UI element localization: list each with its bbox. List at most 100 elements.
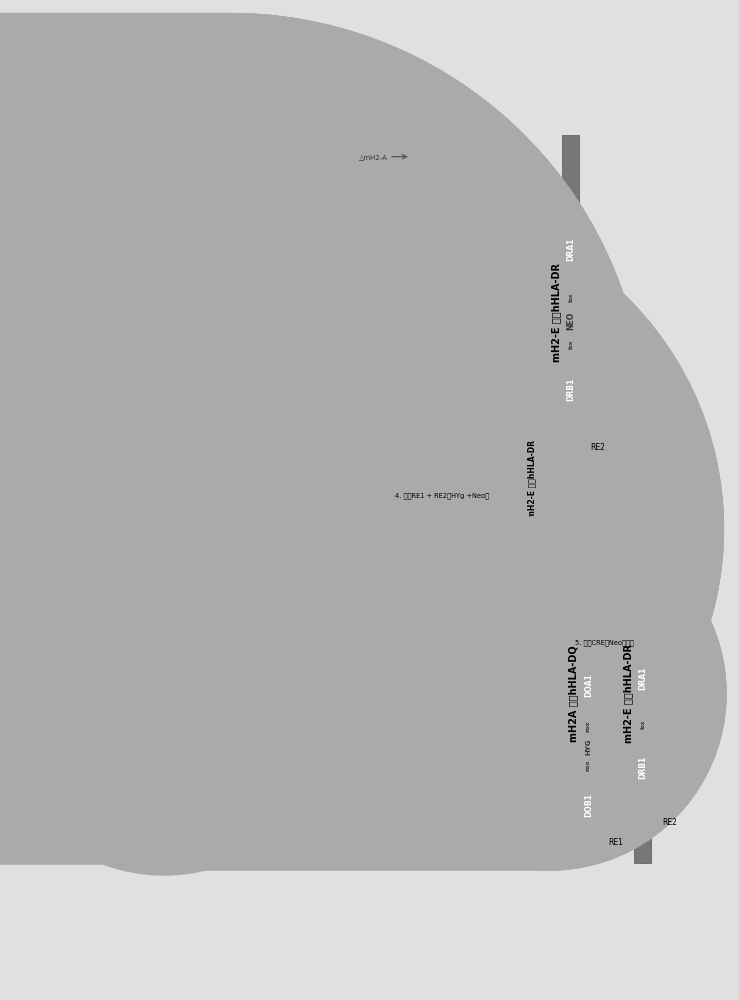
Text: lox: lox <box>568 340 573 349</box>
Bar <box>411 351 428 428</box>
Text: RE2: RE2 <box>218 358 231 364</box>
Bar <box>580 773 597 838</box>
Text: DOA1: DOA1 <box>132 267 141 290</box>
Text: HYG: HYG <box>290 316 296 332</box>
Text: CM: CM <box>189 361 203 370</box>
Text: RE2: RE2 <box>662 818 677 827</box>
Bar <box>411 338 428 351</box>
Bar <box>128 482 145 509</box>
Text: DRB1: DRB1 <box>528 756 537 779</box>
Bar <box>423 653 440 717</box>
Bar <box>352 618 392 647</box>
Text: 4. 连接RE1 + RE2（HYg +Neo）: 4. 连接RE1 + RE2（HYg +Neo） <box>395 492 488 499</box>
Text: DRB1: DRB1 <box>415 378 424 401</box>
Text: RE1: RE1 <box>338 356 351 362</box>
Bar <box>284 156 301 199</box>
Bar <box>284 463 301 482</box>
Text: mH2-E 中的hHLA-DR: mH2-E 中的hHLA-DR <box>400 263 409 362</box>
Text: 1. 通过BHR来插入RE位点1（SPEC）: 1. 通过BHR来插入RE位点1（SPEC） <box>256 403 345 410</box>
Bar <box>128 463 145 482</box>
Bar <box>184 378 208 393</box>
Text: 5. 利用CRE使Neo盒缺失: 5. 利用CRE使Neo盒缺失 <box>575 640 634 646</box>
Bar <box>634 804 651 863</box>
Bar <box>523 593 540 673</box>
Text: HYG: HYG <box>428 739 434 755</box>
Text: lox: lox <box>529 675 534 684</box>
Text: HYG: HYG <box>134 316 140 332</box>
Bar <box>580 717 597 736</box>
Bar <box>284 482 301 509</box>
Bar <box>423 717 440 736</box>
Text: DOB1: DOB1 <box>287 392 297 416</box>
Bar <box>562 135 579 208</box>
Text: SPE
C: SPE C <box>131 466 142 477</box>
Text: rox: rox <box>586 760 591 771</box>
Text: RE位点1+2（CM）: RE位点1+2（CM） <box>425 512 474 518</box>
Text: mH2-A 中的hHLA-DQ: mH2-A 中的hHLA-DQ <box>117 281 127 382</box>
Text: 3. 通过BHR来插入: 3. 通过BHR来插入 <box>425 505 467 511</box>
Bar <box>284 438 301 463</box>
Text: rox: rox <box>586 721 591 732</box>
Bar <box>580 653 597 717</box>
Text: lox: lox <box>417 293 422 302</box>
Text: RE2: RE2 <box>312 205 327 214</box>
Text: mH2-E 中的hHLA-DR: mH2-E 中的hHLA-DR <box>512 644 522 743</box>
Bar <box>523 673 540 686</box>
Text: RE1: RE1 <box>156 486 171 495</box>
Bar <box>284 199 301 225</box>
Text: DRA1: DRA1 <box>528 621 537 645</box>
Text: 2周: 2周 <box>363 522 381 536</box>
Text: 2天: 2天 <box>363 626 381 640</box>
Bar <box>562 338 579 351</box>
Text: RE2: RE2 <box>156 237 171 246</box>
Bar <box>580 758 597 773</box>
Text: RE1: RE1 <box>312 486 327 495</box>
Bar <box>423 736 440 758</box>
Text: lox: lox <box>417 340 422 349</box>
Bar <box>284 245 301 312</box>
Bar <box>184 414 224 443</box>
Bar <box>361 326 385 351</box>
Bar <box>423 838 440 863</box>
Text: DOA1: DOA1 <box>287 267 297 290</box>
Text: rox: rox <box>290 339 295 351</box>
Text: 4. 连接RE1 + RE2（HYg +Neo）: 4. 连接RE1 + RE2（HYg +Neo） <box>364 502 457 508</box>
Text: RE1: RE1 <box>607 838 623 847</box>
Bar <box>580 624 597 653</box>
Bar <box>562 351 579 428</box>
Bar <box>634 731 651 804</box>
Text: RE2: RE2 <box>338 331 351 337</box>
Text: lox: lox <box>568 293 573 302</box>
Bar <box>411 291 428 304</box>
Bar <box>184 353 208 378</box>
Bar <box>562 304 579 338</box>
Bar <box>411 208 428 291</box>
Text: rox: rox <box>429 760 434 771</box>
Bar <box>284 335 301 355</box>
Bar <box>562 291 579 304</box>
Text: DRB1: DRB1 <box>566 378 575 401</box>
Bar <box>284 371 301 438</box>
Bar <box>128 156 145 218</box>
Text: lox: lox <box>640 720 645 729</box>
Bar <box>361 351 385 366</box>
Text: NEO: NEO <box>415 312 424 330</box>
Bar <box>580 838 597 863</box>
Text: lox: lox <box>529 720 534 729</box>
Text: DOB1: DOB1 <box>584 794 593 817</box>
Text: mH2A 中的hHLA-DQ: mH2A 中的hHLA-DQ <box>412 645 421 742</box>
Text: DOA1: DOA1 <box>584 673 593 697</box>
Text: 4周: 4周 <box>195 422 213 436</box>
Bar <box>423 624 440 653</box>
Text: DOA1: DOA1 <box>426 673 435 697</box>
Bar <box>423 773 440 838</box>
Bar <box>580 736 597 758</box>
Text: RE2: RE2 <box>590 443 605 452</box>
Bar <box>523 731 540 804</box>
Text: mH2-E 中的hHLA-DR: mH2-E 中的hHLA-DR <box>551 263 561 362</box>
Bar <box>284 225 301 245</box>
Text: CM: CM <box>366 334 380 343</box>
Bar <box>284 355 301 371</box>
Text: rox: rox <box>290 357 295 368</box>
Text: △mH2-E: △mH2-E <box>256 417 284 423</box>
